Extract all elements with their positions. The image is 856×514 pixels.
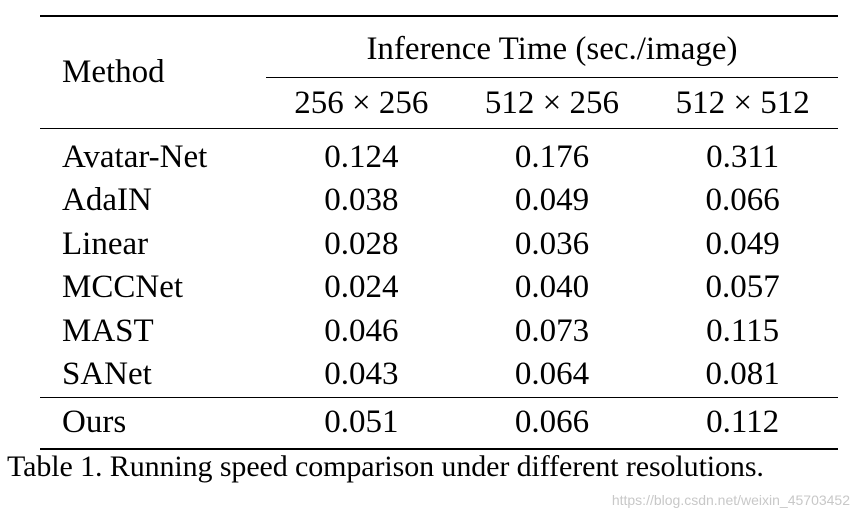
value-cell-ours: 0.066 bbox=[514, 404, 590, 440]
table-row: AdaIN 0.038 0.049 0.066 bbox=[40, 179, 838, 223]
method-cell: SANet bbox=[62, 356, 152, 393]
value-cell: 0.040 bbox=[514, 269, 590, 306]
value-cell: 0.115 bbox=[706, 312, 780, 349]
value-cell: 0.064 bbox=[514, 356, 590, 393]
resolution-header-512x256: 512 × 256 bbox=[456, 77, 648, 129]
inference-time-header: Inference Time (sec./image) bbox=[366, 30, 738, 67]
table-row-ours: Ours 0.051 0.066 0.112 bbox=[40, 397, 838, 449]
value-cell: 0.049 bbox=[705, 225, 780, 262]
table-caption: Table 1. Running speed comparison under … bbox=[7, 450, 764, 483]
value-cell: 0.036 bbox=[514, 225, 590, 262]
value-cell: 0.311 bbox=[706, 138, 780, 175]
value-cell: 0.049 bbox=[514, 182, 590, 219]
value-cell: 0.046 bbox=[324, 312, 399, 349]
value-cell: 0.124 bbox=[324, 138, 399, 175]
table-row: MAST 0.046 0.073 0.115 bbox=[40, 310, 838, 354]
value-cell: 0.081 bbox=[705, 356, 780, 393]
method-cell: MCCNet bbox=[62, 269, 184, 306]
header-row-resolutions: 256 × 256 512 × 256 512 × 512 bbox=[40, 77, 838, 129]
method-cell: MAST bbox=[62, 312, 154, 349]
value-cell: 0.176 bbox=[514, 138, 590, 175]
results-table-container: Method Inference Time (sec./image) 256 ×… bbox=[40, 15, 838, 450]
value-cell: 0.024 bbox=[324, 269, 399, 306]
value-cell-ours: 0.051 bbox=[324, 404, 399, 440]
value-cell: 0.057 bbox=[705, 269, 780, 306]
value-cell: 0.028 bbox=[324, 225, 399, 262]
table-row: SANet 0.043 0.064 0.081 bbox=[40, 353, 838, 397]
resolution-header-512x512: 512 × 512 bbox=[647, 77, 838, 129]
watermark: https://blog.csdn.net/weixin_45703452 bbox=[611, 492, 850, 508]
header-row-group: Method Inference Time (sec./image) bbox=[40, 16, 838, 88]
value-cell: 0.073 bbox=[514, 312, 590, 349]
inference-time-table: Method Inference Time (sec./image) 256 ×… bbox=[40, 15, 838, 450]
value-cell: 0.043 bbox=[324, 356, 399, 393]
method-cell: Avatar-Net bbox=[62, 138, 208, 175]
value-cell-ours: 0.112 bbox=[706, 404, 780, 440]
table-row: Avatar-Net 0.124 0.176 0.311 bbox=[40, 128, 838, 180]
table-row: MCCNet 0.024 0.040 0.057 bbox=[40, 266, 838, 310]
method-cell: AdaIN bbox=[62, 182, 152, 219]
value-cell: 0.066 bbox=[705, 182, 780, 219]
table-row: Linear 0.028 0.036 0.049 bbox=[40, 223, 838, 267]
method-cell: Linear bbox=[62, 225, 149, 262]
method-cell-ours: Ours bbox=[62, 404, 127, 440]
value-cell: 0.038 bbox=[324, 182, 399, 219]
resolution-header-256x256: 256 × 256 bbox=[266, 77, 457, 129]
method-header: Method bbox=[62, 54, 165, 90]
